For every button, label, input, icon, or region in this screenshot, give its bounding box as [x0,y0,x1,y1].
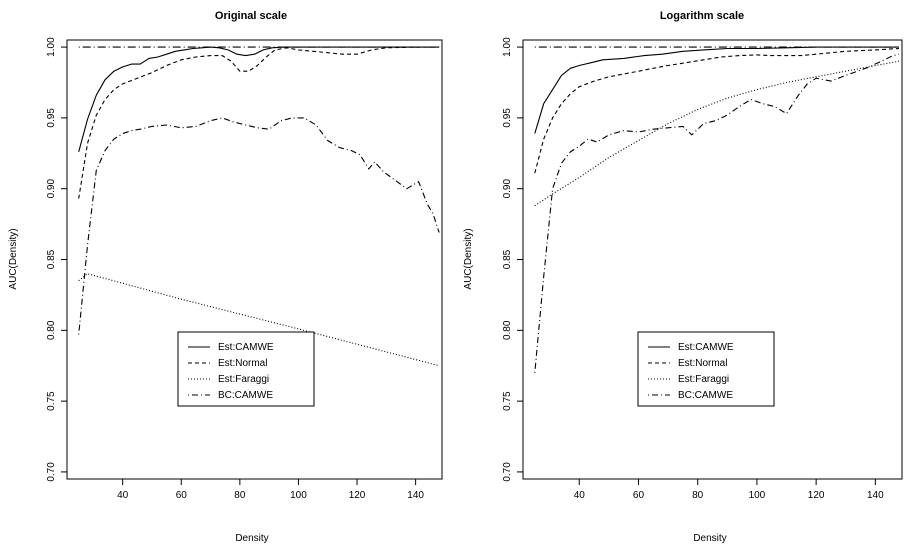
axis-ticks: 40 60 80 100 120 140 0.70 0.75 0.80 0.85 0.90 0.95 1… [502,37,884,501]
x-tick-label: 40 [117,490,129,501]
series-line-bc-camwe [534,53,900,373]
legend-item-est-normal: Est:Normal [218,358,267,369]
legend: Est:CAMWE Est:Normal Est:Faraggi BC:CAMW… [177,331,315,407]
x-tick-label: 140 [867,490,884,501]
chart-title: Logarithm scale [660,10,744,22]
y-axis-label: AUC(Density) [463,228,474,289]
series-line-bc-camwe [78,117,440,335]
y-tick-label: 0.75 [46,391,57,411]
y-tick-label: 0.80 [502,320,513,340]
y-tick-label: 0.80 [46,320,57,340]
series-line-est-normal [534,47,900,174]
legend-item-bc-camwe: BC:CAMWE [218,390,273,401]
legend-item-bc-camwe: BC:CAMWE [678,390,733,401]
y-tick-label: 0.75 [502,391,513,411]
x-axis-label: Density [693,533,726,544]
x-tick-label: 60 [633,490,645,501]
series-line-est-faraggi [78,273,440,367]
x-tick-label: 60 [176,490,188,501]
series-group [534,46,900,373]
y-tick-label: 0.85 [46,249,57,269]
legend-box [637,331,775,407]
series-line-est-faraggi [534,60,900,207]
y-tick-label: 0.90 [46,179,57,199]
x-tick-label: 100 [290,490,307,501]
y-tick-label: 0.70 [46,462,57,482]
x-tick-label: 120 [808,490,825,501]
x-tick-label: 80 [692,490,704,501]
y-tick-label: 0.95 [46,108,57,128]
legend: Est:CAMWE Est:Normal Est:Faraggi BC:CAMW… [637,331,775,407]
series-group [78,46,440,367]
y-tick-label: 1.00 [502,37,513,57]
x-axis-label: Density [235,533,268,544]
x-tick-label: 100 [749,490,766,501]
axis-ticks: 40 60 80 100 120 140 0.70 0.75 0.80 0.85 0.90 0.95 1… [46,37,424,501]
legend-item-est-normal: Est:Normal [678,358,727,369]
panel-logarithm-scale: Logarithm scale 40 60 80 100 120 140 0.70 0.75 0… [463,10,903,544]
x-tick-label: 40 [574,490,586,501]
y-tick-label: 0.70 [502,462,513,482]
series-line-est-camwe [534,46,899,134]
y-tick-label: 0.95 [502,108,513,128]
plot-frame [522,39,903,480]
legend-item-est-faraggi: Est:Faraggi [678,374,729,385]
legend-item-est-camwe: Est:CAMWE [678,342,734,353]
chart-title: Original scale [215,10,287,22]
x-tick-label: 140 [407,490,424,501]
series-line-est-camwe [78,46,440,153]
legend-box [177,331,315,407]
y-tick-label: 0.90 [502,179,513,199]
y-axis-label: AUC(Density) [8,228,19,289]
y-tick-label: 0.85 [502,249,513,269]
x-tick-label: 80 [234,490,246,501]
panel-original-scale: Original scale 40 60 80 100 120 140 0.70 0.75 0.… [8,10,443,544]
legend-item-est-camwe: Est:CAMWE [218,342,274,353]
plot-frame [66,39,443,480]
legend-item-est-faraggi: Est:Faraggi [218,374,269,385]
x-tick-label: 120 [349,490,366,501]
y-tick-label: 1.00 [46,37,57,57]
series-line-est-normal [78,46,440,199]
